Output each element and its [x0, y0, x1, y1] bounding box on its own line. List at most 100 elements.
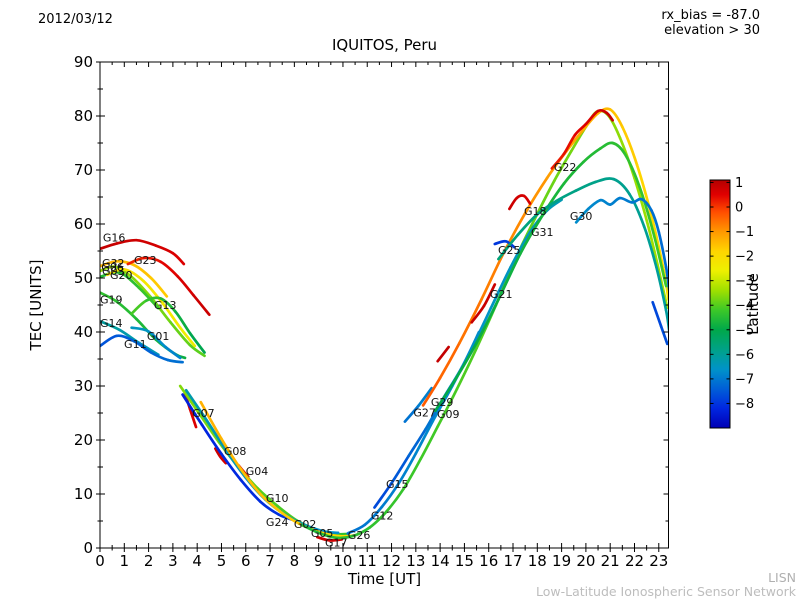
x-tick-label: 1 [120, 552, 130, 570]
x-tick-label: 20 [576, 552, 595, 570]
track-segment-G01 [147, 330, 167, 349]
latitude-colorbar [709, 179, 731, 429]
y-axis-label: TEC [UNITS] [27, 259, 45, 351]
track-label-G20: G20 [110, 269, 133, 282]
track-segment-G23 [126, 256, 146, 266]
track-segment-G09 [637, 184, 656, 237]
track-segment-G29 [608, 108, 624, 129]
track-segment-G24 [200, 423, 223, 456]
track-segment-G31 [655, 265, 668, 312]
colorbar-tick-label: 1 [735, 176, 743, 191]
track-segment-G07 [188, 407, 198, 429]
track-segment-G13 [188, 331, 206, 354]
track-segment-G22 [562, 133, 577, 156]
track-segment-G27 [416, 386, 433, 408]
x-axis-label: Time [UT] [347, 570, 422, 588]
x-tick-label: 19 [552, 552, 571, 570]
track-label-G10: G10 [266, 492, 289, 505]
track-segment-G20 [122, 268, 146, 283]
header-annotations: rx_bias = -87.0 elevation > 30 [661, 8, 760, 39]
x-tick-label: 7 [265, 552, 275, 570]
track-segment-G21 [436, 345, 450, 363]
x-tick-label: 13 [406, 552, 425, 570]
y-tick-label: 10 [74, 485, 93, 503]
track-segment-G16 [154, 244, 175, 255]
track-segment-G06 [100, 265, 116, 273]
colorbar-ticks [710, 181, 730, 404]
track-segment-G12 [346, 523, 367, 535]
track-segment-G15 [373, 481, 393, 509]
track-segment-G13 [159, 297, 177, 313]
track-segment-G09 [623, 152, 641, 188]
track-segment-G06 [188, 343, 206, 358]
y-tick-label: 30 [74, 377, 93, 395]
track-label-G23: G23 [134, 254, 157, 267]
track-segment-G32 [132, 263, 153, 280]
track-segment-G26 [351, 526, 372, 538]
y-tick-label: 0 [83, 539, 93, 557]
x-tick-label: 6 [241, 552, 251, 570]
track-segment-G16 [135, 238, 158, 247]
track-segment-G20 [105, 267, 126, 277]
track-label-G13: G13 [154, 299, 177, 312]
colorbar-tick-label: −8 [735, 397, 754, 412]
track-segment-G31 [642, 225, 658, 269]
track-segment-G31 [497, 233, 520, 261]
track-segment-G21 [470, 304, 486, 324]
track-segment-G10 [198, 412, 221, 444]
track-segment-G32 [149, 276, 169, 298]
x-tick-label: 10 [333, 552, 352, 570]
track-segment-G13 [173, 310, 192, 335]
track-label-G01: G01 [147, 330, 170, 343]
track-label-G15: G15 [386, 478, 409, 491]
colorbar-tick-label: −5 [735, 323, 754, 338]
track-label-G05: G05 [311, 527, 334, 540]
x-tick-label: 8 [290, 552, 300, 570]
track-segment-G01 [130, 326, 150, 333]
axis-ticks [96, 61, 669, 552]
track-segment-G23 [192, 293, 211, 317]
track-segment-G26 [419, 425, 440, 461]
track-label-G27: G27 [413, 407, 436, 420]
track-segment-G29 [438, 341, 461, 380]
track-segment-G23 [142, 256, 163, 264]
track-segment-G29 [582, 111, 600, 131]
track-label-G21: G21 [490, 288, 513, 301]
track-segment-G16 [171, 251, 186, 266]
track-segment-G26 [552, 149, 573, 183]
track-segment-G30 [657, 230, 668, 269]
track-segment-G26 [317, 531, 338, 540]
track-segment-G30 [586, 198, 602, 211]
track-segment-G26 [647, 228, 663, 283]
track-segment-G31 [535, 199, 559, 216]
track-segment-G09 [599, 141, 614, 150]
x-tick-label: 9 [314, 552, 324, 570]
track-segment-G22 [584, 109, 600, 126]
x-tick-label: 5 [217, 552, 227, 570]
track-segment-G09 [540, 182, 566, 218]
track-label-G26: G26 [348, 529, 371, 542]
track-segment-G26 [633, 176, 651, 231]
track-segment-G02 [205, 419, 228, 453]
track-segment-G18 [508, 196, 519, 211]
track-segment-G11 [100, 334, 119, 348]
x-tick-label: 17 [503, 552, 522, 570]
track-segment-G12 [489, 265, 512, 310]
track-segment-G10 [178, 384, 201, 416]
track-segment-G31 [628, 192, 646, 229]
track-segment-G05 [199, 400, 223, 441]
track-segment-G25 [651, 300, 663, 328]
track-segment-G05 [258, 492, 282, 513]
track-segment-G26 [659, 279, 669, 310]
x-tick-label: 4 [192, 552, 202, 570]
track-segment-G32 [100, 259, 119, 268]
track-segment-G26 [300, 523, 321, 535]
track-segment-G18 [522, 194, 532, 205]
y-tick-label: 90 [74, 53, 93, 71]
colorbar-tick-label: −1 [735, 225, 754, 240]
track-segment-G14 [100, 319, 121, 332]
track-segment-G12 [397, 452, 418, 485]
track-segment-G23 [176, 275, 195, 297]
x-tick-label: 12 [382, 552, 401, 570]
